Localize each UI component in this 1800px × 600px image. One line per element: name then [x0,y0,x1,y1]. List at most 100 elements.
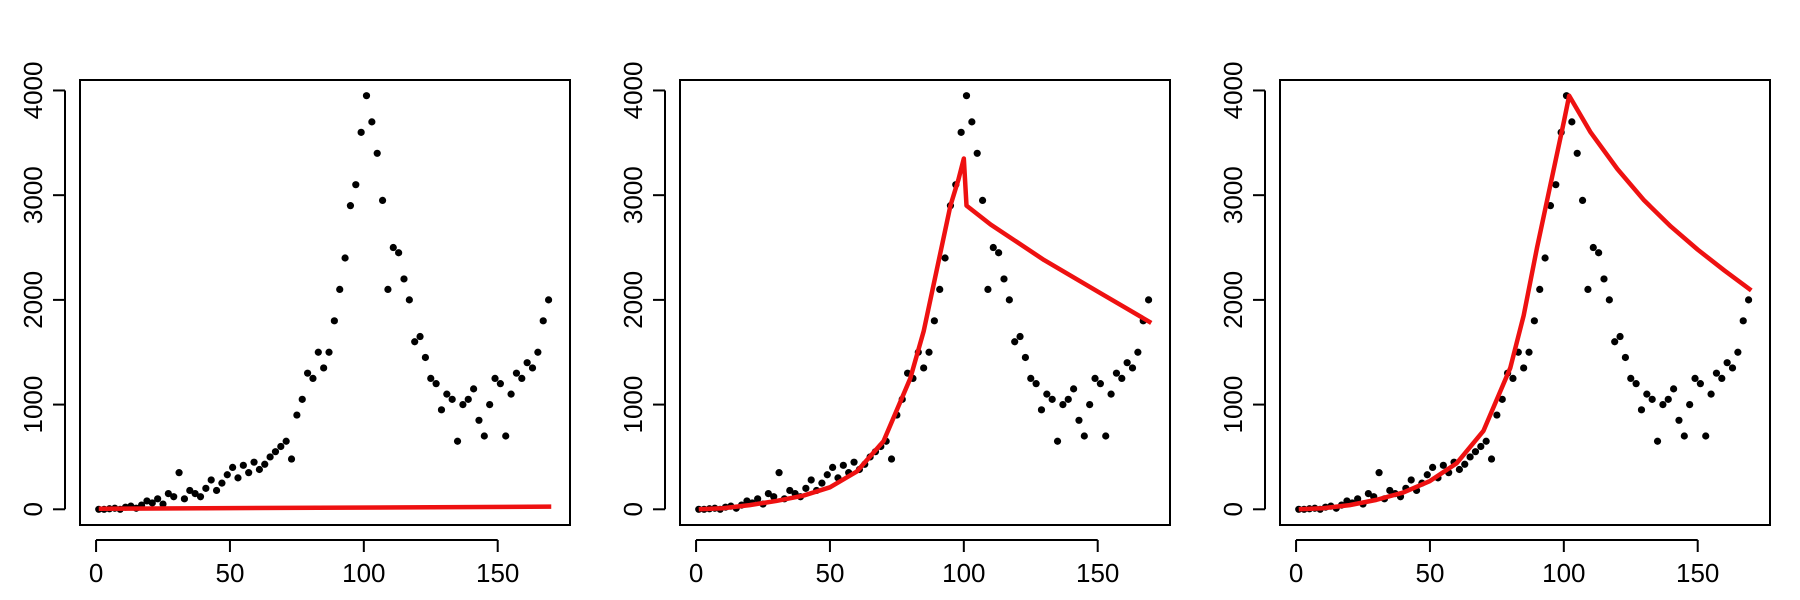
data-point [1595,249,1603,257]
data-point [234,474,242,482]
data-point [1509,374,1517,383]
data-point [1128,364,1137,372]
data-point [1525,348,1533,356]
data-point [818,479,826,487]
data-point [1648,395,1656,403]
data-point [1466,453,1474,461]
data-point [1541,254,1549,262]
data-point [191,489,199,498]
data-point [1584,285,1592,294]
data-point [973,149,981,157]
data-point [389,243,397,252]
data-point [1021,353,1030,362]
data-point [823,471,831,479]
data-point [539,317,547,325]
data-point [995,249,1003,257]
data-point [1386,486,1394,495]
data-point [1118,374,1126,383]
data-point [1653,437,1662,445]
data-point [1728,364,1737,372]
data-point [1037,406,1046,414]
panel: 0 50 100 150 0 1000 2000 3000 4000 [618,62,1171,588]
data-point [421,353,430,362]
data-point [475,416,483,424]
data-point [930,317,938,325]
data-point [298,395,306,403]
data-point [1616,332,1624,341]
data-point [486,400,494,409]
data-point [764,489,772,498]
data-point [186,486,194,495]
data-point [271,448,280,456]
data-point [453,437,462,445]
fit-line [698,156,1153,512]
data-point [518,374,526,383]
data-point [223,471,231,479]
panel: 0 50 100 150 0 1000 2000 3000 4000 [1218,62,1771,588]
data-point [1605,296,1613,304]
data-point [1455,465,1463,474]
data-point [1600,275,1608,283]
data-point [1032,380,1040,388]
data-point [1680,432,1688,440]
data-point [968,118,976,126]
data-point [1134,348,1142,356]
data-point [1632,380,1640,388]
plot-frame [1279,79,1771,526]
x-tick-label: 150 [476,558,519,588]
fit-line [98,504,552,512]
data-point [839,461,847,469]
data-point [368,118,376,126]
y-tick-label: 0 [618,502,648,516]
x-tick-label: 150 [1076,558,1119,588]
data-point [1487,455,1496,463]
data-point [411,338,419,346]
y-tick-label: 2000 [18,271,48,329]
data-point [534,348,542,356]
data-point [1070,385,1078,393]
data-point [207,476,215,484]
data-point [887,455,896,463]
data-point [400,275,408,283]
data-point [282,437,290,445]
data-point [464,395,472,403]
data-point [1064,395,1072,403]
data-point [1102,432,1110,440]
data-point [293,411,301,419]
data-point [239,461,247,469]
y-tick-label: 3000 [18,166,48,224]
y-tick-label: 2000 [1218,271,1248,329]
data-point [164,489,172,498]
y-tick-label: 1000 [1218,376,1248,434]
data-point [754,495,762,503]
data-point [1718,374,1726,383]
data-point [357,128,365,136]
data-point [373,149,381,157]
data-point [459,400,467,409]
data-point [1712,369,1721,377]
data-point [218,479,226,487]
data-point [1059,400,1067,409]
data-point [287,455,296,463]
data-point [229,463,237,472]
data-point [925,348,933,356]
data-point [1027,374,1035,383]
data-point [1000,275,1008,283]
data-point [443,390,451,398]
data-point [1429,463,1437,472]
data-point [378,196,387,205]
data-point [544,296,553,304]
data-point [523,359,531,367]
data-point [1005,296,1013,304]
data-point [1053,437,1062,445]
data-point [1723,359,1731,367]
data-point [807,476,815,484]
data-point [1520,364,1528,372]
data-point [437,406,446,414]
data-point [202,484,210,492]
data-point [1477,442,1485,451]
data-point [250,458,258,466]
data-point [1011,338,1019,346]
x-tick-label: 150 [1676,558,1719,588]
data-point [802,484,810,492]
